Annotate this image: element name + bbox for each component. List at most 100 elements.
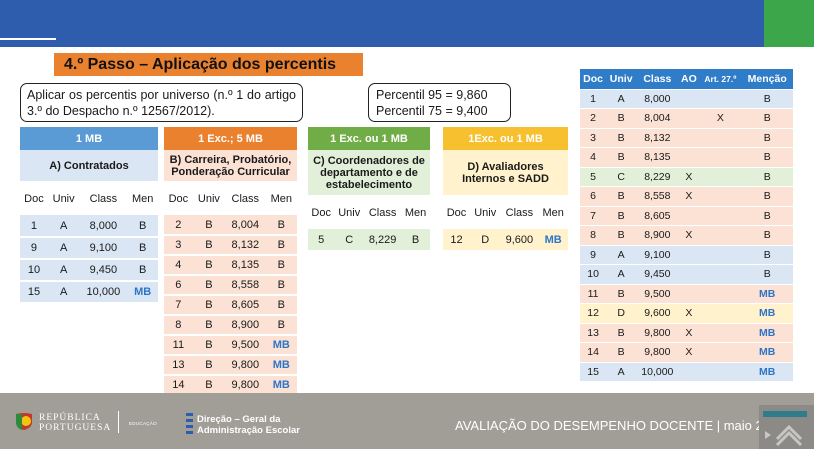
summary-cell: A <box>606 362 637 382</box>
summary-cell <box>699 245 742 265</box>
column-header: Doc <box>311 207 331 219</box>
summary-cell: 15 <box>580 362 607 382</box>
summary-cell: 8,558 <box>636 186 679 207</box>
summary-cell: 8,004 <box>636 108 679 129</box>
table-cell: 6 <box>164 275 193 296</box>
top-green-accent <box>764 0 814 47</box>
group-header: 1 Exc.; 5 MB <box>164 127 297 150</box>
summary-cell: 5 <box>580 167 607 187</box>
table-cell: 5 <box>308 229 335 252</box>
summary-cell: 8,135 <box>636 147 679 168</box>
summary-row: 9 A 9,100 B <box>580 245 793 265</box>
summary-cell: 8 <box>580 225 607 246</box>
summary-cell: 9,800 <box>636 323 679 343</box>
summary-cell: B <box>606 225 637 246</box>
table-cell: 7 <box>164 295 193 316</box>
group-subheader: B) Carreira, Probatório, Ponderação Curr… <box>164 150 297 183</box>
footer-divider <box>118 411 119 433</box>
summary-cell: B <box>741 167 793 187</box>
summary-cell: X <box>678 167 700 187</box>
summary-cell <box>678 206 700 226</box>
table-cell: 9 <box>20 237 48 260</box>
column-header: Univ <box>197 193 220 205</box>
table-cell: B <box>265 275 297 296</box>
group-c-table: 1 Exc. ou 1 MB C) Coordenadores de depar… <box>308 127 430 252</box>
corner-thumbnail-icon <box>759 405 814 449</box>
table-cell: 8 <box>164 315 193 336</box>
top-band <box>0 0 814 47</box>
table-cell: 4 <box>164 255 193 276</box>
summary-cell: 8,900 <box>636 225 679 246</box>
table-row: 6 B 8,558 B <box>164 275 297 296</box>
summary-cell: B <box>606 323 637 343</box>
group-subheader: D) Avaliadores Internos e SADD <box>443 150 568 197</box>
table-cell: B <box>265 315 297 336</box>
summary-cell: B <box>606 128 637 148</box>
column-header: Doc <box>446 207 467 219</box>
summary-cell: MB <box>741 303 793 324</box>
table-cell: 2 <box>164 215 193 236</box>
republica-emblem-icon <box>16 413 32 430</box>
summary-cell: B <box>741 264 793 285</box>
summary-column-header: Art. 27.º <box>699 69 742 90</box>
summary-cell: B <box>606 284 637 304</box>
column-header: Men <box>404 207 427 219</box>
table-cell: A <box>47 237 80 260</box>
top-white-line <box>0 38 56 40</box>
table-cell: 8,605 <box>225 295 266 316</box>
column-header: Univ <box>52 193 75 205</box>
summary-cell: MB <box>741 362 793 382</box>
column-header: Men <box>270 193 292 205</box>
table-cell: 14 <box>164 375 193 396</box>
summary-cell: B <box>606 147 637 168</box>
summary-cell: A <box>606 89 637 109</box>
summary-cell: 8,132 <box>636 128 679 148</box>
table-cell: 10 <box>20 259 48 282</box>
table-row: 14 B 9,800 MB <box>164 375 297 396</box>
summary-cell: 9 <box>580 245 607 265</box>
column-header: Univ <box>474 207 497 219</box>
summary-cell: 10 <box>580 264 607 285</box>
table-cell: D <box>470 229 501 252</box>
summary-cell <box>699 284 742 304</box>
summary-cell <box>678 245 700 265</box>
event-caption: AVALIAÇÃO DO DESEMPENHO DOCENTE | maio 2… <box>455 418 785 433</box>
summary-row: 14 B 9,800 X MB <box>580 342 793 363</box>
summary-cell: 12 <box>580 303 607 324</box>
summary-cell <box>678 362 700 382</box>
table-cell: 8,000 <box>79 215 128 238</box>
summary-cell: 9,800 <box>636 342 679 363</box>
summary-row: 6 B 8,558 X B <box>580 186 793 207</box>
summary-cell: B <box>606 342 637 363</box>
table-cell: 8,558 <box>225 275 266 296</box>
summary-cell: B <box>741 206 793 226</box>
summary-cell: 8,229 <box>636 167 679 187</box>
summary-cell: X <box>678 323 700 343</box>
column-header: Class <box>505 207 534 219</box>
column-header: Univ <box>338 207 361 219</box>
table-cell: MB <box>538 229 568 252</box>
summary-cell: C <box>606 167 637 187</box>
table-cell: MB <box>265 375 297 396</box>
table-cell: 9,600 <box>500 229 539 252</box>
table-cell: B <box>192 275 226 296</box>
table-cell: B <box>127 237 158 260</box>
summary-cell: B <box>741 245 793 265</box>
summary-row: 15 A 10,000 MB <box>580 362 793 382</box>
table-cell: C <box>334 229 365 252</box>
summary-cell <box>678 264 700 285</box>
table-cell: 3 <box>164 235 193 256</box>
table-cell: 8,900 <box>225 315 266 336</box>
group-d-table: 1Exc. ou 1 MB D) Avaliadores Internos e … <box>443 127 568 252</box>
summary-cell: A <box>606 264 637 285</box>
summary-column-header: Doc <box>580 69 607 90</box>
table-cell: 9,800 <box>225 355 266 376</box>
table-cell: 8,132 <box>225 235 266 256</box>
percentil-75: Percentil 75 = 9,400 <box>376 104 488 118</box>
table-cell: B <box>192 215 226 236</box>
table-row: 1 A 8,000 B <box>20 215 158 238</box>
summary-cell: 9,600 <box>636 303 679 324</box>
dgae-logo-text: Direção – Geral da Administração Escolar <box>197 414 300 436</box>
summary-cell: B <box>741 108 793 129</box>
